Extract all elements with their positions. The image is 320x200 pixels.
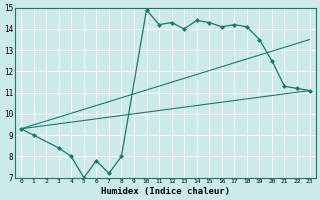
X-axis label: Humidex (Indice chaleur): Humidex (Indice chaleur) (101, 187, 230, 196)
